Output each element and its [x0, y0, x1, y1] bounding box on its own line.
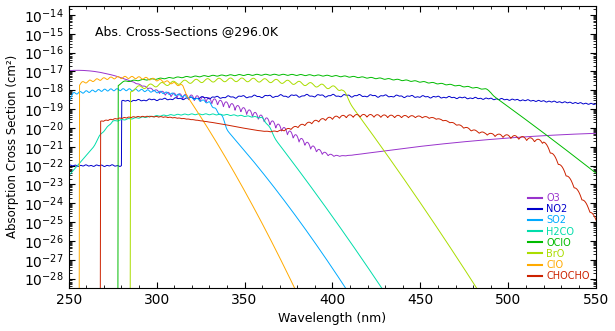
O3: [184, 96, 192, 100]
CHOCHO: [593, 219, 600, 223]
NO2: [226, 95, 234, 99]
BrO: [227, 76, 234, 80]
SO2: [509, 296, 516, 300]
Legend: O3, NO2, SO2, H2CO, OClO, BrO, ClO, CHOCHO: O3, NO2, SO2, H2CO, OClO, BrO, ClO, CHOC…: [526, 191, 592, 283]
OClO: [226, 73, 234, 77]
CHOCHO: [105, 118, 112, 122]
SO2: [226, 132, 234, 136]
O3: [73, 68, 81, 72]
H2CO: [593, 296, 600, 300]
NO2: [184, 96, 192, 100]
NO2: [330, 92, 337, 96]
SO2: [65, 100, 73, 104]
SO2: [348, 296, 355, 300]
O3: [373, 150, 380, 154]
H2CO: [226, 114, 234, 118]
ClO: [508, 296, 515, 300]
BrO: [65, 296, 73, 300]
CHOCHO: [65, 296, 73, 300]
NO2: [509, 97, 516, 101]
CHOCHO: [360, 113, 367, 117]
NO2: [593, 102, 600, 106]
SO2: [373, 296, 380, 300]
BrO: [593, 296, 600, 300]
CHOCHO: [184, 117, 191, 121]
NO2: [65, 164, 73, 168]
H2CO: [105, 124, 112, 128]
OClO: [593, 171, 600, 175]
Line: SO2: SO2: [69, 89, 597, 298]
ClO: [184, 95, 192, 99]
SO2: [105, 89, 112, 93]
O3: [105, 72, 113, 76]
BrO: [526, 296, 533, 300]
SO2: [119, 87, 127, 91]
SO2: [593, 296, 600, 300]
ClO: [526, 296, 533, 300]
OClO: [271, 72, 278, 76]
CHOCHO: [372, 113, 379, 117]
NO2: [373, 94, 380, 98]
NO2: [526, 99, 534, 103]
CHOCHO: [526, 136, 533, 140]
ClO: [65, 296, 73, 300]
O3: [330, 154, 338, 158]
BrO: [105, 296, 112, 300]
Line: ClO: ClO: [69, 76, 597, 298]
OClO: [372, 77, 379, 81]
CHOCHO: [508, 135, 515, 139]
OClO: [184, 74, 191, 78]
Line: OClO: OClO: [69, 74, 597, 298]
OClO: [526, 120, 533, 124]
H2CO: [65, 174, 73, 178]
OClO: [105, 296, 112, 300]
O3: [509, 136, 516, 140]
CHOCHO: [226, 123, 234, 127]
ClO: [372, 296, 379, 300]
ClO: [593, 296, 600, 300]
Y-axis label: Absorption Cross Section (cm²): Absorption Cross Section (cm²): [6, 55, 18, 238]
O3: [226, 104, 234, 108]
H2CO: [184, 113, 191, 117]
SO2: [184, 96, 192, 100]
Line: BrO: BrO: [69, 78, 597, 298]
Line: H2CO: H2CO: [69, 114, 597, 298]
SO2: [526, 296, 534, 300]
Line: NO2: NO2: [69, 94, 597, 166]
O3: [593, 131, 600, 135]
H2CO: [509, 296, 516, 300]
X-axis label: Wavelength (nm): Wavelength (nm): [279, 312, 387, 325]
BrO: [184, 80, 191, 84]
BrO: [372, 137, 379, 141]
Text: Abs. Cross-Sections @296.0K: Abs. Cross-Sections @296.0K: [95, 25, 278, 38]
H2CO: [384, 296, 392, 300]
H2CO: [526, 296, 534, 300]
NO2: [101, 165, 108, 168]
ClO: [121, 74, 129, 78]
O3: [65, 69, 73, 72]
ClO: [105, 77, 112, 81]
Line: CHOCHO: CHOCHO: [69, 115, 597, 298]
Line: O3: O3: [69, 70, 597, 156]
H2CO: [372, 277, 379, 281]
OClO: [508, 107, 515, 111]
OClO: [65, 296, 73, 300]
H2CO: [195, 112, 202, 116]
BrO: [508, 296, 515, 300]
O3: [526, 135, 534, 139]
NO2: [105, 164, 113, 168]
BrO: [226, 76, 234, 80]
ClO: [226, 163, 234, 167]
